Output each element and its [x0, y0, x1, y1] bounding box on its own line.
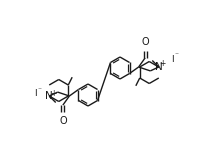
Text: N: N	[155, 62, 163, 72]
Text: O: O	[141, 37, 149, 47]
Text: ⁻: ⁻	[37, 86, 41, 95]
Text: ⁻: ⁻	[175, 51, 179, 60]
Text: +: +	[50, 89, 56, 97]
Text: I: I	[34, 89, 37, 98]
Text: N: N	[45, 91, 53, 101]
Text: I: I	[172, 55, 174, 64]
Text: O: O	[59, 116, 67, 126]
Text: +: +	[160, 60, 166, 69]
